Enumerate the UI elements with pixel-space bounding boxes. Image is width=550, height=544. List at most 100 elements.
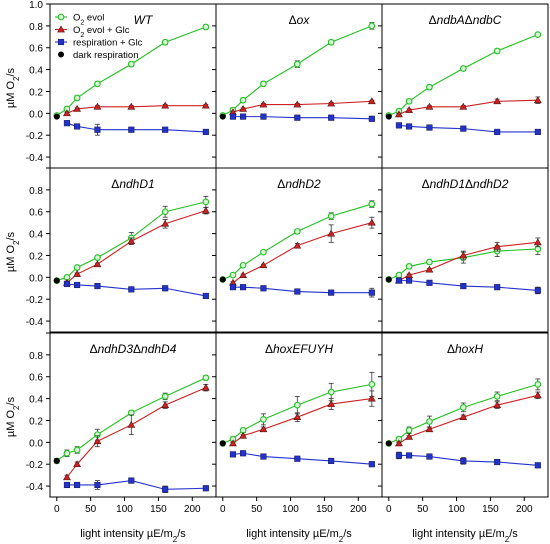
data-point	[459, 403, 467, 411]
panel-title: ΔndhD1	[111, 177, 154, 191]
panel-4: -0.4 -0.2 0.0 0.2 0.4 0.6 0.8 ΔndhD1	[26, 167, 217, 333]
data-point	[127, 102, 136, 110]
data-point	[73, 94, 81, 102]
data-point	[202, 292, 209, 299]
data-point	[293, 228, 301, 235]
data-point	[385, 113, 392, 120]
data-point	[73, 104, 82, 112]
data-point	[63, 473, 71, 481]
legend-label: O2 evol + Glc	[73, 25, 130, 39]
panel-2: Δox	[212, 3, 383, 169]
series	[219, 113, 226, 120]
data-point	[406, 452, 413, 459]
data-point	[406, 277, 413, 284]
data-point	[74, 123, 81, 130]
x-tick-label: 0	[386, 504, 392, 515]
data-point	[219, 440, 226, 447]
data-point	[385, 276, 392, 283]
legend-label: dark respiration	[73, 50, 138, 61]
data-point	[260, 285, 267, 292]
delta-symbol: Δ	[265, 342, 273, 356]
series-line	[66, 480, 206, 490]
y-tick-label: 0.2	[29, 416, 43, 427]
series-line	[232, 398, 372, 444]
data-point	[229, 271, 237, 279]
data-point	[426, 279, 433, 286]
panel-frame	[215, 332, 383, 498]
data-point	[459, 102, 468, 110]
panel-frame	[49, 167, 217, 333]
delta-symbol: Δ	[277, 177, 285, 191]
strain-name: ndhD1	[119, 177, 154, 191]
y-tick-label: 0.8	[29, 351, 43, 362]
panel-frame	[215, 167, 383, 333]
x-tick-label: 50	[251, 504, 263, 515]
y-tick-label: -0.4	[26, 317, 44, 328]
y-tick-label: 0.4	[29, 66, 43, 77]
data-point	[494, 458, 501, 466]
delta-symbol: Δ	[465, 13, 473, 27]
y-tick-label: 0.6	[29, 44, 43, 55]
data-point	[293, 401, 301, 409]
strain-name: ndbA	[437, 13, 465, 27]
data-point	[494, 284, 501, 291]
series	[63, 280, 209, 299]
legend-marker	[57, 38, 65, 46]
panel-title: ΔndhD2	[277, 177, 321, 191]
panel-title: WT	[134, 13, 154, 27]
data-point	[127, 60, 135, 68]
series	[63, 206, 210, 286]
data-point	[239, 104, 248, 112]
y-tick-label: 0.0	[29, 109, 43, 120]
data-point	[368, 115, 375, 122]
data-point	[327, 400, 336, 407]
series	[63, 383, 210, 481]
data-point	[93, 437, 102, 445]
delta-symbol: Δ	[289, 13, 297, 27]
data-point	[260, 453, 267, 460]
panel-frame	[381, 167, 549, 333]
data-point	[533, 238, 542, 246]
data-point	[74, 481, 81, 489]
series-line	[66, 283, 206, 297]
strain-name: ndhD1	[430, 177, 465, 191]
strain-name: ndbC	[473, 13, 502, 27]
x-axis-label: light intensity µE/m2/s	[246, 528, 352, 544]
series	[53, 196, 210, 284]
delta-symbol: Δ	[429, 13, 437, 27]
panel-7: -0.4 -0.2 0.0 0.2 0.4 0.6 0.8 0 50 100 150 200 ΔndhD…	[26, 332, 217, 515]
data-point	[368, 22, 376, 30]
panel-title: ΔndhD1ΔndhD2	[422, 177, 509, 191]
y-tick-label: 0.8	[29, 186, 43, 197]
legend-marker	[58, 51, 64, 58]
series	[63, 477, 209, 494]
data-point	[202, 485, 209, 492]
x-tick-label: 150	[316, 504, 333, 515]
series	[395, 237, 542, 284]
data-point	[327, 99, 336, 107]
y-axis-label-sub: 2	[12, 405, 21, 410]
data-point	[73, 460, 82, 468]
series-line	[232, 116, 372, 120]
x-axis-label-sub: 2	[173, 535, 178, 544]
x-axis-label-part: /s	[509, 528, 518, 540]
strain-name: hoxH	[455, 342, 483, 356]
series	[219, 440, 226, 447]
data-point	[201, 383, 210, 391]
delta-symbol: Δ	[111, 177, 119, 191]
legend-label-part: O	[73, 13, 80, 24]
data-point	[63, 449, 71, 457]
y-axis-label-part: /s	[5, 396, 17, 405]
data-point	[327, 229, 336, 237]
strain-name: ndhD3	[98, 342, 134, 356]
series-line	[66, 210, 207, 284]
legend-label-sub: 2	[80, 19, 84, 26]
data-point	[368, 200, 376, 208]
data-point	[327, 388, 335, 396]
panel-title: ΔhoxH	[447, 342, 483, 356]
data-point	[395, 452, 402, 459]
data-point	[405, 106, 414, 113]
x-tick-label: 150	[482, 504, 499, 515]
data-point	[395, 122, 402, 129]
